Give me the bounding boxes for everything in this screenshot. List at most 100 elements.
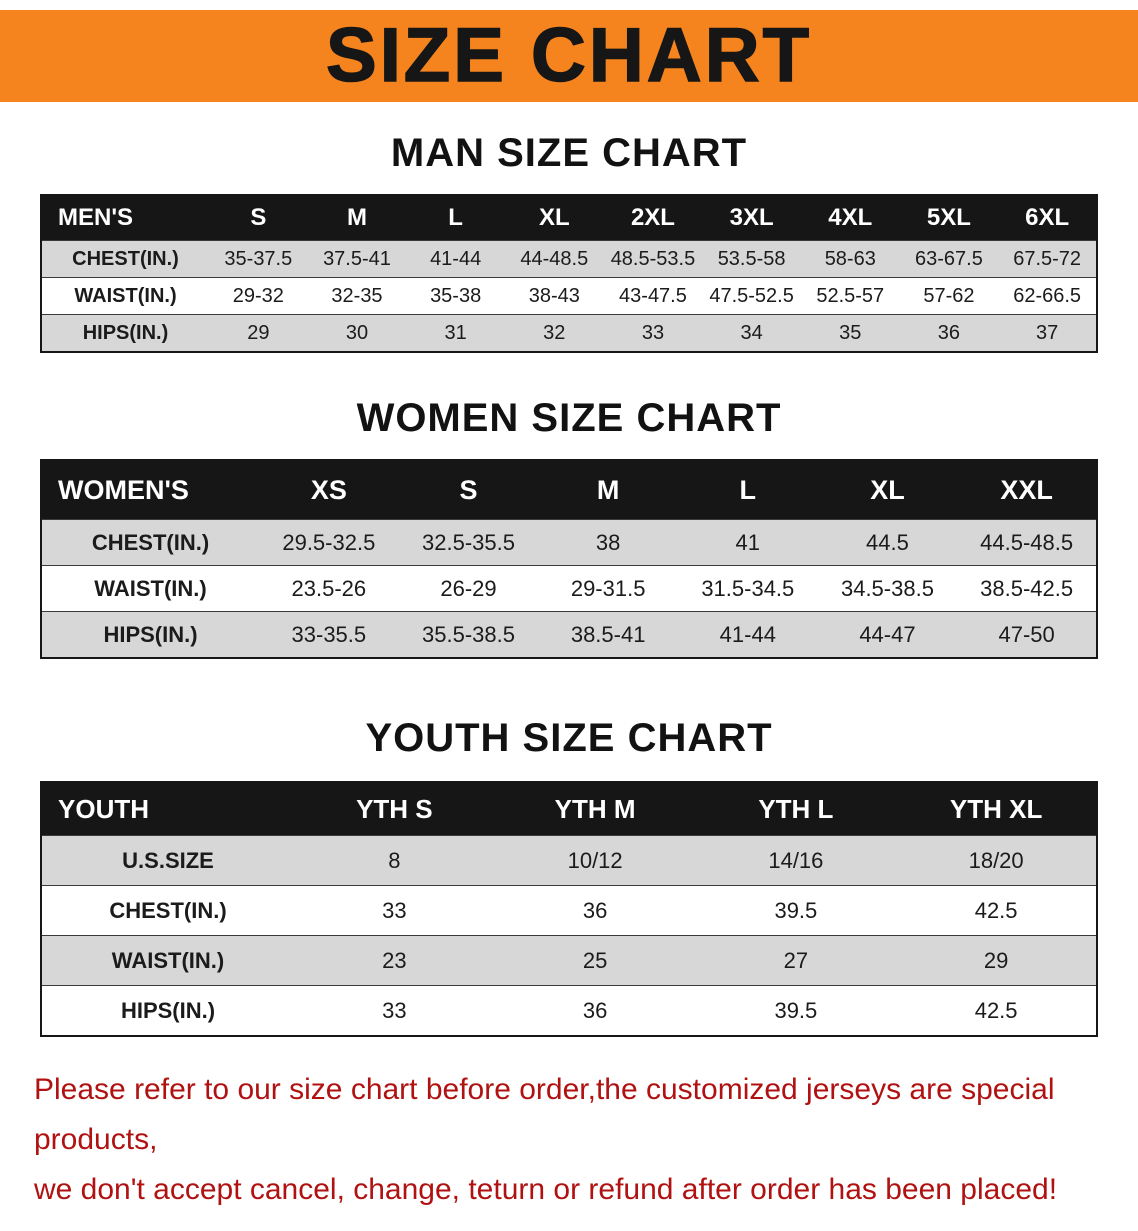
size-value-cell: 29-32 [232,284,284,307]
size-value-cell: 26-29 [440,575,497,601]
men-section: MAN SIZE CHART MEN'S S M L XL 2XL 3XL 4XL 5XL 6XL… [0,130,1138,353]
size-value-cell: 29-31.5 [570,575,646,601]
table-row: WAIST(IN.) 23.5-26 26-29 29-31.5 31.5-34.5 34… [41,565,1097,612]
size-value-cell: 36 [582,897,608,923]
disclaimer-text: Please refer to our size chart before or… [0,1065,1138,1215]
size-value-cell: 29 [983,947,1009,973]
size-value-cell: 27 [783,947,809,973]
size-value-cell: 36 [582,997,608,1023]
size-value-cell: 23 [382,947,407,973]
size-value-cell: 29 [247,321,270,344]
size-column-header: XS [259,460,399,520]
size-value-cell: 8 [388,847,401,873]
measurement-label: HIPS(IN.) [120,997,216,1023]
size-value-cell: 39.5 [774,897,818,923]
size-column-header: YTH L [695,782,897,836]
size-column-header: YTH M [494,782,696,836]
size-value-cell: 37.5-41 [323,247,391,270]
youth-section: YOUTH SIZE CHART YOUTH YTH S YTH M YTH L YTH… [0,715,1138,1037]
table-row: U.S.SIZE 8 10/12 14/16 18/20 [41,835,1097,886]
size-value-cell: 34.5-38.5 [840,575,934,601]
size-value-cell: 57-62 [923,284,975,307]
size-column-header: YTH S [294,782,495,836]
size-value-cell: 48.5-53.5 [610,247,696,270]
table-header-row: YOUTH YTH S YTH M YTH L YTH XL [41,782,1097,836]
size-value-cell: 43-47.5 [619,284,687,307]
size-value-cell: 35 [839,321,862,344]
size-value-cell: 18/20 [968,847,1024,873]
size-value-cell: 38-43 [528,284,580,307]
size-value-cell: 38 [595,529,621,555]
size-column-header: L [406,195,505,241]
size-column-header: YTH XL [896,782,1097,836]
size-value-cell: 35.5-38.5 [422,621,515,647]
size-value-cell: 62-66.5 [1013,284,1082,307]
size-column-header: 6XL [998,195,1097,241]
size-value-cell: 33 [382,997,407,1023]
size-value-cell: 32 [543,321,566,344]
size-value-cell: 44.5 [866,529,909,555]
size-value-cell: 14/16 [768,847,824,873]
youth-size-table: YOUTH YTH S YTH M YTH L YTH XL U.S.SIZE 8 10/12… [40,781,1098,1037]
size-column-header: 5XL [899,195,999,241]
size-value-cell: 41-44 [719,621,776,647]
youth-section-heading: YOUTH SIZE CHART [365,716,773,760]
size-column-header: XL [817,460,958,520]
women-section-heading: WOMEN SIZE CHART [356,396,782,440]
table-row: CHEST(IN.) 29.5-32.5 32.5-35.5 38 41 44.5 44.5… [41,519,1097,566]
size-value-cell: 47-50 [998,621,1055,647]
table-row: CHEST(IN.) 35-37.5 37.5-41 41-44 44-48.5 48.5… [41,240,1097,278]
size-column-header: XL [504,195,604,241]
table-row: CHEST(IN.) 33 36 39.5 42.5 [41,885,1097,936]
women-size-table: WOMEN'S XS S M L XL XXL CHEST(IN.) 29.5-32.5 32.5… [40,459,1098,659]
size-column-header: M [538,460,678,520]
measurement-label: WAIST(IN.) [94,575,207,601]
size-value-cell: 52.5-57 [816,284,885,307]
size-value-cell: 42.5 [974,997,1018,1023]
size-value-cell: 34 [740,321,763,344]
size-column-header: M [307,195,407,241]
size-value-cell: 35-38 [430,284,482,307]
size-value-cell: 39.5 [774,997,818,1023]
size-value-cell: 63-67.5 [915,247,983,270]
size-value-cell: 53.5-58 [717,247,786,270]
size-column-header: XXL [957,460,1097,520]
size-value-cell: 44.5-48.5 [980,529,1074,555]
size-value-cell: 32-35 [331,284,383,307]
size-value-cell: 42.5 [974,897,1018,923]
banner-title: SIZE CHART [325,13,812,98]
table-header-label: WOMEN'S [41,460,259,520]
table-row: HIPS(IN.) 33 36 39.5 42.5 [41,985,1097,1036]
size-value-cell: 29.5-32.5 [282,529,376,555]
table-header-row: MEN'S S M L XL 2XL 3XL 4XL 5XL 6XL [41,195,1097,241]
size-column-header: 4XL [800,195,900,241]
size-value-cell: 33 [382,897,407,923]
men-section-heading: MAN SIZE CHART [390,131,748,175]
size-column-header: L [677,460,818,520]
size-value-cell: 38.5-41 [570,621,646,647]
measurement-label: U.S.SIZE [122,847,214,873]
size-value-cell: 33 [641,321,665,344]
size-column-header: 2XL [603,195,703,241]
measurement-label: HIPS(IN.) [103,621,198,647]
size-value-cell: 47.5-52.5 [709,284,794,307]
table-row: HIPS(IN.) 29 30 31 32 33 34 35 36 37 [41,314,1097,352]
size-value-cell: 31.5-34.5 [701,575,795,601]
size-value-cell: 67.5-72 [1013,247,1082,270]
table-row: WAIST(IN.) 23 25 27 29 [41,935,1097,986]
table-header-label: YOUTH [41,782,294,836]
size-value-cell: 38.5-42.5 [980,575,1074,601]
size-value-cell: 44-47 [859,621,916,647]
size-value-cell: 23.5-26 [291,575,367,601]
size-value-cell: 41 [735,529,761,555]
size-value-cell: 33-35.5 [291,621,367,647]
size-column-header: 3XL [702,195,801,241]
size-value-cell: 44-48.5 [520,247,589,270]
table-header-label: MEN'S [41,195,209,241]
size-value-cell: 36 [937,321,961,344]
table-header-row: WOMEN'S XS S M L XL XXL [41,460,1097,520]
disclaimer-line-2: we don't accept cancel, change, teturn o… [34,1173,1058,1206]
table-row: WAIST(IN.) 29-32 32-35 35-38 38-43 43-47.5 47.… [41,277,1097,315]
women-section: WOMEN SIZE CHART WOMEN'S XS S M L XL XXL CHEST(… [0,395,1138,659]
